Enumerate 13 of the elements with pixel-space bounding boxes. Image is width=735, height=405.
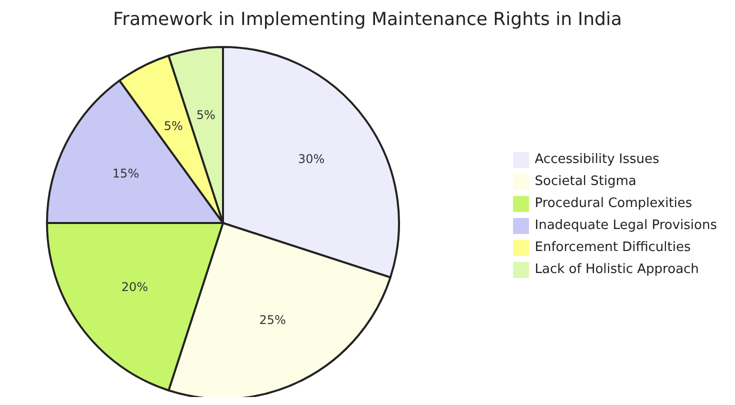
data-label: 30% — [298, 152, 325, 166]
legend-label: Lack of Holistic Approach — [534, 262, 699, 277]
data-label: 15% — [112, 166, 140, 180]
legend-label: Inadequate Legal Provisions — [534, 218, 717, 233]
data-label: 25% — [259, 313, 286, 328]
legend-label: Procedural Complexities — [534, 196, 692, 211]
legend-label: Enforcement Difficulties — [534, 240, 691, 255]
legend-label: Accessibility Issues — [534, 152, 660, 167]
data-label: 20% — [121, 280, 148, 294]
chart-title: Framework in Implementing Maintenance Rights in India — [112, 8, 623, 32]
data-label: 5% — [164, 118, 183, 133]
legend-label: Societal Stigma — [534, 174, 636, 189]
data-label: 5% — [196, 108, 216, 122]
